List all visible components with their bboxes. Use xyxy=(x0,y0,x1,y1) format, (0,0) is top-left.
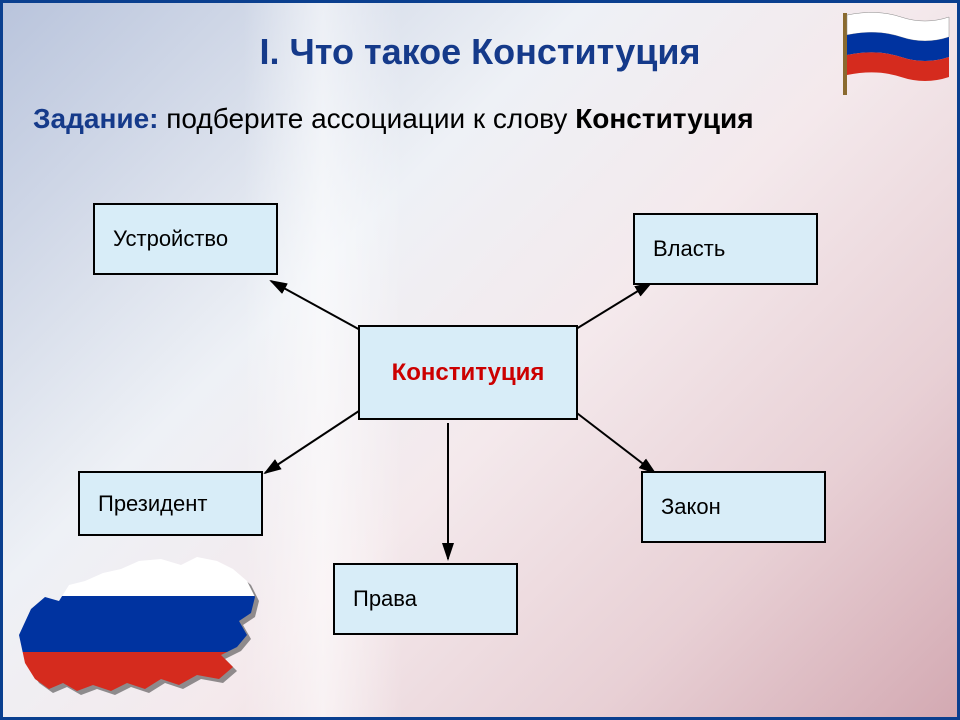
diagram-node-n3: Президент xyxy=(78,471,263,536)
diagram-node-n4: Закон xyxy=(641,471,826,543)
task-keyword: Конституция xyxy=(575,103,753,134)
diagram-node-n5: Права xyxy=(333,563,518,635)
russia-map-icon xyxy=(11,539,261,709)
diagram-center-node: Конституция xyxy=(358,325,578,420)
task-line: Задание: подберите ассоциации к слову Ко… xyxy=(33,103,927,135)
task-lead: Задание: xyxy=(33,103,158,134)
russian-flag-icon xyxy=(837,7,953,97)
diagram-node-label: Президент xyxy=(98,491,207,517)
slide-title: I. Что такое Конституция xyxy=(3,31,957,73)
task-body: подберите ассоциации к слову xyxy=(158,103,575,134)
diagram-node-n2: Власть xyxy=(633,213,818,285)
slide: I. Что такое Конституция Задание: подбер… xyxy=(0,0,960,720)
diagram-node-label: Власть xyxy=(653,236,725,262)
diagram-node-n1: Устройство xyxy=(93,203,278,275)
diagram-node-label: Права xyxy=(353,586,417,612)
diagram-edge xyxy=(265,407,365,473)
diagram-edge xyxy=(569,407,655,473)
diagram-node-label: Устройство xyxy=(113,226,228,252)
diagram-node-label: Закон xyxy=(661,494,721,520)
diagram-center-label: Конституция xyxy=(392,359,545,387)
